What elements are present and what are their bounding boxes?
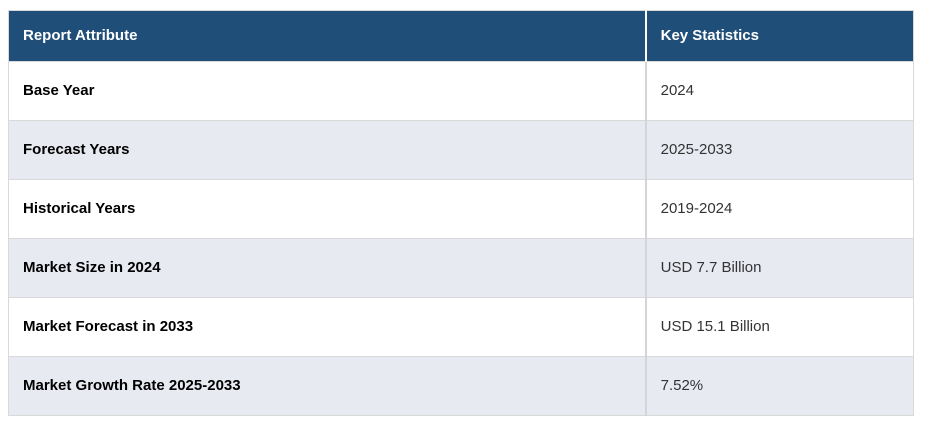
attribute-cell: Forecast Years [8,120,647,180]
column-header-key-statistics: Key Statistics [645,10,914,62]
value-cell: 2024 [645,61,914,121]
value-cell: USD 15.1 Billion [645,297,914,357]
table-body: Base Year 2024 Forecast Years 2025-2033 … [8,61,914,416]
header-row: Report Attribute Key Statistics [8,10,914,62]
value-cell: 2019-2024 [645,179,914,239]
value-cell: 7.52% [645,356,914,416]
report-summary-table: Report Attribute Key Statistics Base Yea… [8,10,914,416]
attribute-cell: Base Year [8,61,647,121]
attribute-cell: Market Forecast in 2033 [8,297,647,357]
column-header-report-attribute: Report Attribute [8,10,647,62]
table-row-base-year: Base Year 2024 [8,61,914,121]
value-cell: USD 7.7 Billion [645,238,914,298]
table-row-growth-rate: Market Growth Rate 2025-2033 7.52% [8,356,914,416]
table-header: Report Attribute Key Statistics [8,10,914,62]
table-row-market-forecast: Market Forecast in 2033 USD 15.1 Billion [8,297,914,357]
attribute-cell: Market Growth Rate 2025-2033 [8,356,647,416]
value-cell: 2025-2033 [645,120,914,180]
table-row-forecast-years: Forecast Years 2025-2033 [8,120,914,180]
report-summary-table-container: Report Attribute Key Statistics Base Yea… [8,10,914,416]
table-row-historical-years: Historical Years 2019-2024 [8,179,914,239]
table-row-market-size: Market Size in 2024 USD 7.7 Billion [8,238,914,298]
attribute-cell: Market Size in 2024 [8,238,647,298]
attribute-cell: Historical Years [8,179,647,239]
